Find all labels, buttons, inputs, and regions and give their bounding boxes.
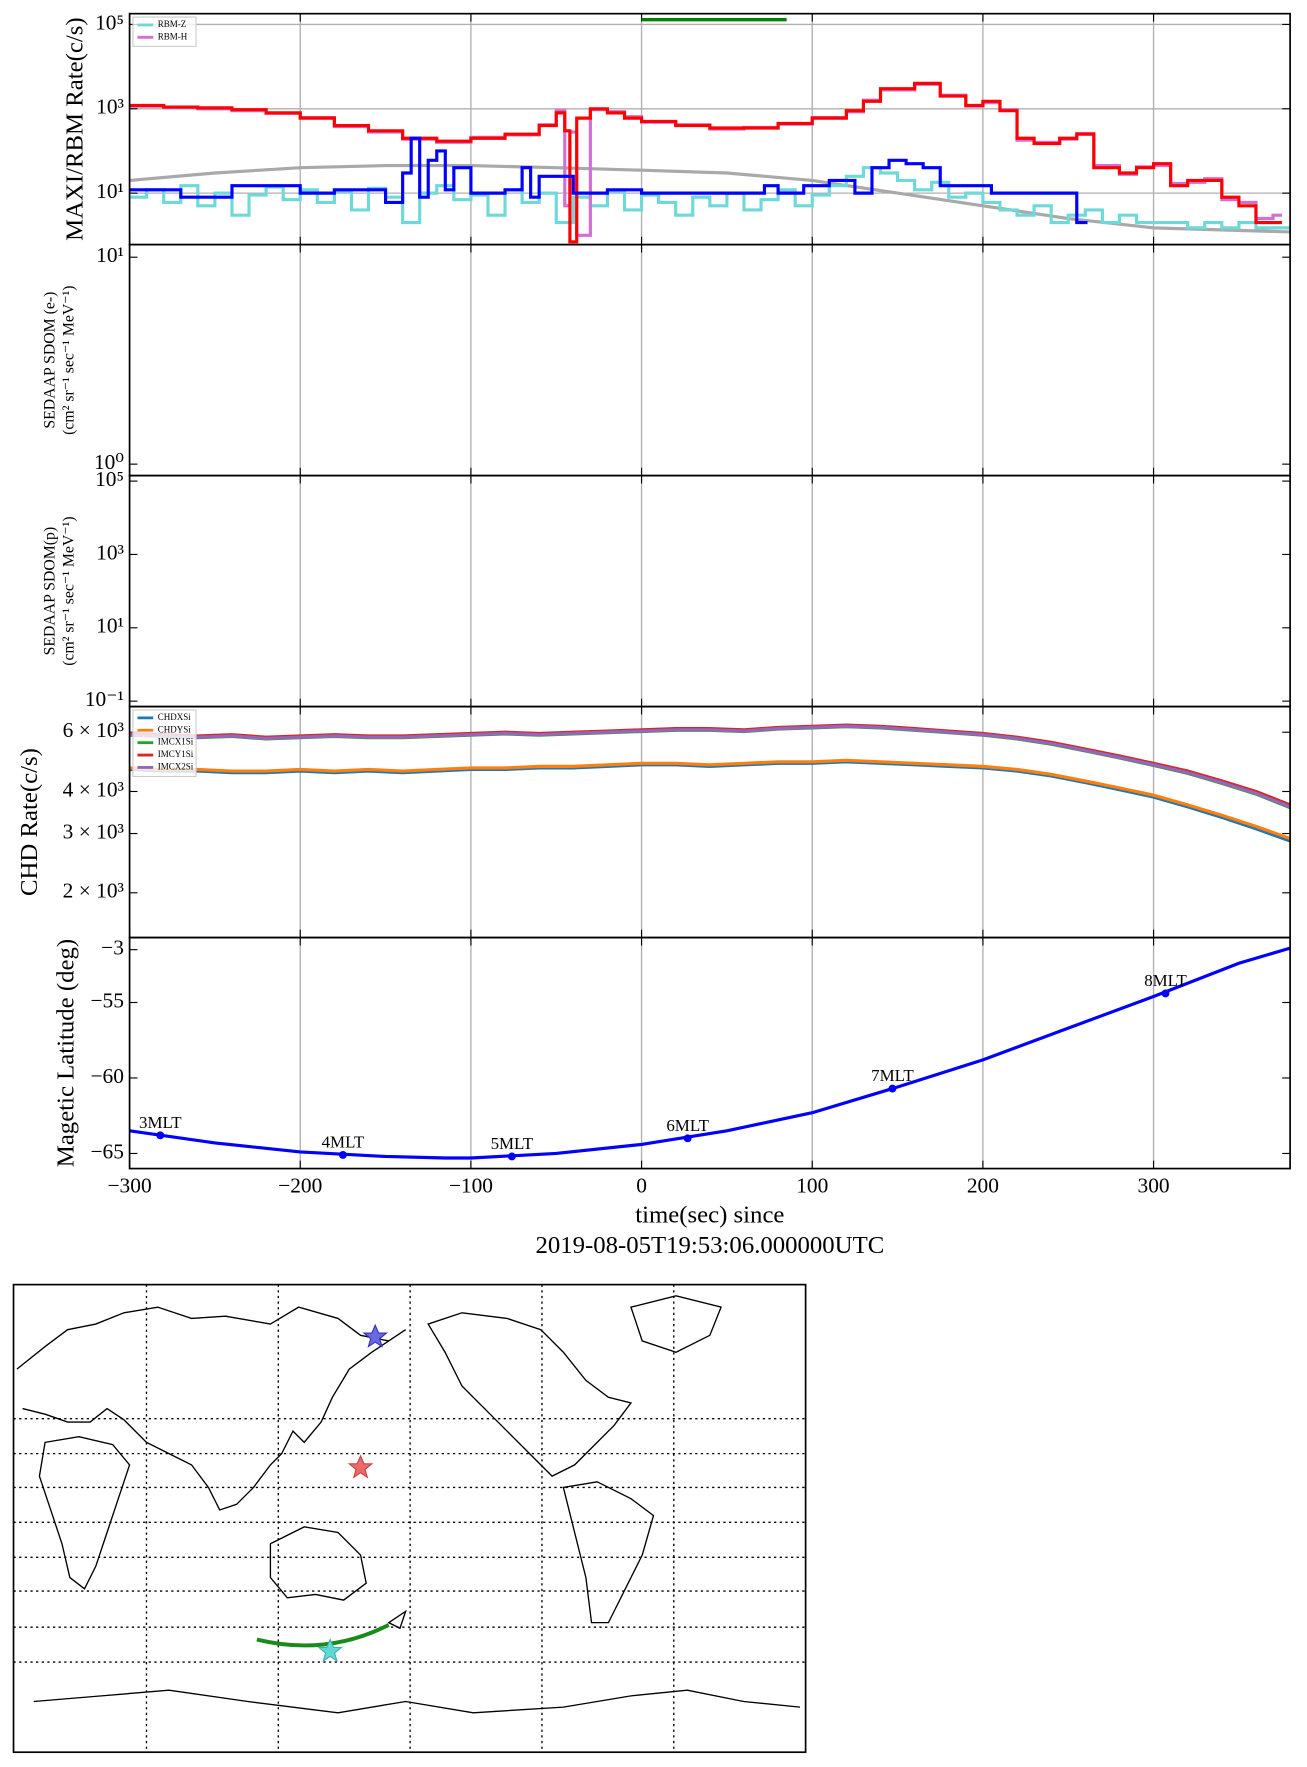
series-group xyxy=(129,723,1291,843)
y-tick-label: −65 xyxy=(90,1139,123,1163)
series-group xyxy=(129,17,1291,244)
world-map xyxy=(12,1283,807,1754)
y-axis-label: (cm² sr⁻¹ sec⁻¹ MeV⁻¹) xyxy=(60,285,77,434)
x-tick-label: 300 xyxy=(1138,1174,1170,1198)
x-tick-label: 0 xyxy=(636,1174,647,1198)
map-grid xyxy=(13,1284,806,1753)
star-marker xyxy=(347,1454,374,1479)
y-tick-label: 10¹ xyxy=(96,179,124,203)
mlt-label: 7MLT xyxy=(871,1066,914,1085)
legend-label: RBM-Z xyxy=(158,19,187,29)
satellite-track xyxy=(256,1623,390,1648)
y-tick-label: 10³ xyxy=(96,540,124,564)
y-tick-label: 10⁻¹ xyxy=(85,687,124,711)
y-tick-label: 10¹ xyxy=(96,243,124,267)
axes-frame xyxy=(128,705,1291,939)
legend-label: CHDXSi xyxy=(158,712,192,722)
mlt-point xyxy=(1161,989,1170,998)
mlt-label: 5MLT xyxy=(491,1134,534,1153)
series-line xyxy=(129,760,1291,843)
series-line xyxy=(129,724,1291,809)
x-tick-label: −100 xyxy=(449,1174,493,1198)
mlt-point xyxy=(507,1152,516,1161)
panel: 10⁻¹ 10¹ 10³ 10⁵ SEDAAP SDOM(p) (cm² sr⁻¹ sec… xyxy=(41,467,1291,711)
x-axis-label: 2019-08-05T19:53:06.000000UTC xyxy=(535,1232,884,1259)
y-tick-label: 10⁰ xyxy=(94,450,124,474)
y-tick-label: 2 × 10³ xyxy=(63,879,124,903)
y-tick-label: 3 × 10³ xyxy=(63,819,124,843)
y-axis-label: (cm² sr⁻¹ sec⁻¹ MeV⁻¹) xyxy=(60,516,77,665)
series-line xyxy=(129,81,1283,244)
series-line xyxy=(129,82,1283,237)
legend-label: CHDYSi xyxy=(158,724,192,734)
mlt-point xyxy=(888,1084,897,1093)
star-marker xyxy=(317,1638,343,1663)
y-axis-label: SEDAAP SDOM(p) xyxy=(41,527,58,656)
panel: 10¹ 10³ 10⁵ RBM-Z RBM-H MAXI/RBM Rate(c/s) xyxy=(61,10,1291,246)
legend-box xyxy=(132,16,197,47)
y-tick-label: 10⁵ xyxy=(95,10,124,34)
y-tick-label: 6 × 10³ xyxy=(63,718,124,742)
mlt-label: 4MLT xyxy=(322,1133,365,1152)
y-tick-label: 4 × 10³ xyxy=(63,777,124,801)
y-tick-label: −55 xyxy=(90,988,123,1012)
x-tick-label: 200 xyxy=(967,1174,999,1198)
x-tick-label: −200 xyxy=(278,1174,322,1198)
series-line xyxy=(129,946,1291,1160)
y-axis-label: MAXI/RBM Rate(c/s) xyxy=(61,17,88,241)
y-tick-label: 10¹ xyxy=(96,614,124,638)
y-axis-label: SEDAAP SDOM (e-) xyxy=(41,292,58,429)
mlt-point xyxy=(156,1131,165,1140)
series-group xyxy=(129,946,1291,1160)
legend-label: RBM-H xyxy=(158,31,188,41)
mlt-label: 6MLT xyxy=(666,1116,709,1135)
panel: −300 −200 −100 0 100 200 300 −65 −60 −55 −3 3MLT 4ML… xyxy=(52,936,1291,1259)
mlt-label: 8MLT xyxy=(1144,971,1187,990)
mlt-point xyxy=(338,1151,347,1159)
y-tick-label: 10³ xyxy=(96,95,124,119)
series-line xyxy=(129,166,1291,230)
axes-frame xyxy=(128,936,1291,1170)
panel: 2 × 10³ 3 × 10³ 4 × 10³ 6 × 10³ CHDXSi CHDYSi… xyxy=(16,705,1291,939)
x-tick-label: −300 xyxy=(107,1174,151,1198)
y-tick-label: −3 xyxy=(101,936,124,960)
axes-frame xyxy=(128,474,1291,708)
y-tick-label: 10⁵ xyxy=(95,467,124,491)
map-frame xyxy=(12,1283,807,1754)
legend-label: IMCY1Si xyxy=(158,749,194,759)
y-axis-label: CHD Rate(c/s) xyxy=(16,748,43,896)
y-axis-label: Magetic Latitude (deg) xyxy=(52,939,79,1167)
y-tick-label: −60 xyxy=(90,1064,123,1088)
legend-label: IMCX1Si xyxy=(158,737,194,747)
legend-label: IMCX2Si xyxy=(158,762,194,772)
axes-frame xyxy=(128,243,1291,477)
series-line xyxy=(129,136,1088,225)
mlt-point xyxy=(683,1134,692,1143)
x-axis-label: time(sec) since xyxy=(635,1202,784,1229)
series-line xyxy=(129,163,1291,234)
series-line xyxy=(129,758,1291,840)
coastlines xyxy=(16,1295,801,1714)
x-tick-label: 100 xyxy=(796,1174,828,1198)
panel: 10⁰ 10¹ SEDAAP SDOM (e-) (cm² sr⁻¹ sec⁻¹ Me… xyxy=(41,243,1291,477)
star-marker xyxy=(362,1323,389,1348)
mlt-label: 3MLT xyxy=(139,1113,182,1132)
